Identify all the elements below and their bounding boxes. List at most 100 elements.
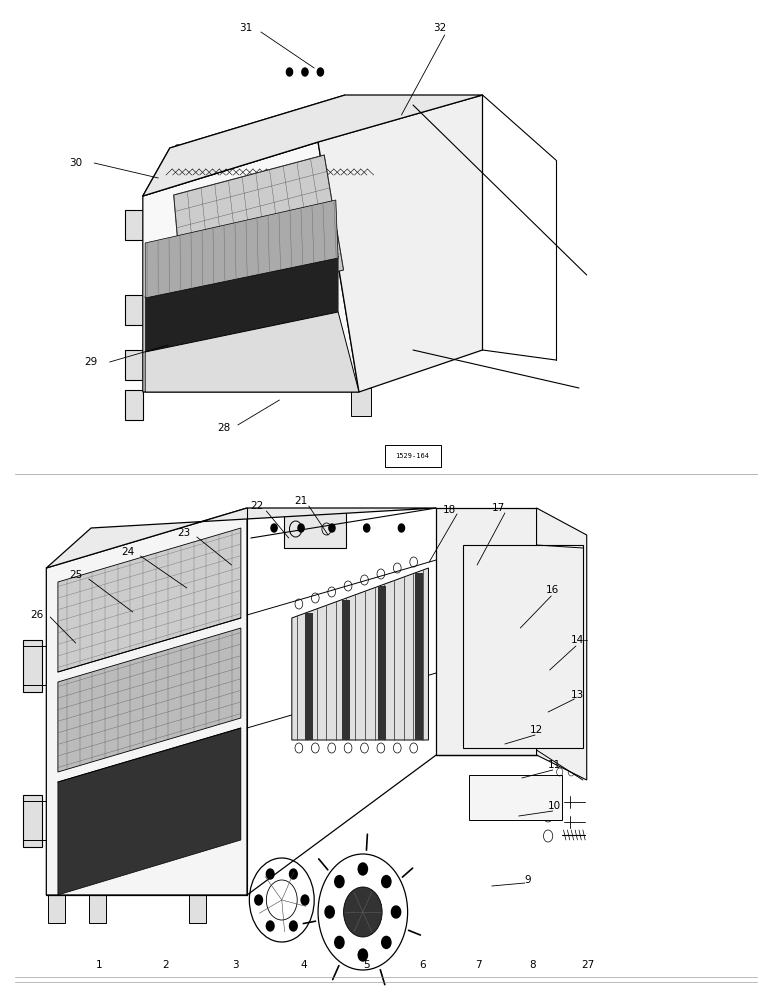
FancyBboxPatch shape [442,159,478,221]
Circle shape [381,216,388,224]
Circle shape [329,524,335,532]
Polygon shape [58,528,241,672]
Text: 29: 29 [84,357,98,367]
Polygon shape [143,95,482,196]
Text: 18: 18 [442,505,456,515]
Circle shape [290,921,297,931]
Text: 24: 24 [120,547,134,557]
Bar [168,255,176,275]
Polygon shape [537,508,587,780]
Polygon shape [292,568,428,740]
Bar [394,195,432,213]
Bar [394,255,432,273]
Circle shape [381,936,391,948]
Circle shape [175,145,180,151]
Polygon shape [378,586,386,740]
Polygon shape [143,142,359,392]
Bar [127,648,175,678]
Polygon shape [145,312,359,392]
Circle shape [391,196,397,204]
Text: 5: 5 [364,960,370,970]
Circle shape [335,876,344,888]
Bar [125,295,143,325]
Circle shape [271,524,277,532]
Circle shape [381,156,388,164]
Circle shape [330,145,334,151]
Circle shape [206,145,211,151]
Text: 10: 10 [547,801,561,811]
Circle shape [344,887,382,937]
Circle shape [286,68,293,76]
Text: 1: 1 [96,960,102,970]
Circle shape [302,68,308,76]
Text: 11: 11 [547,760,561,770]
Circle shape [381,876,391,888]
Circle shape [237,145,242,151]
Bar [48,875,65,923]
Text: 14: 14 [571,635,584,645]
Polygon shape [306,613,313,740]
Bar [89,875,106,923]
FancyBboxPatch shape [345,265,376,325]
Circle shape [266,869,274,879]
Bar [127,696,175,726]
Circle shape [364,524,370,532]
Circle shape [391,176,397,184]
Circle shape [298,524,304,532]
Text: 3: 3 [232,960,239,970]
Bar [125,210,143,240]
Circle shape [317,68,323,76]
Circle shape [391,906,401,918]
Circle shape [266,921,274,931]
Bar [394,165,432,183]
Text: 26: 26 [30,610,44,620]
Text: 9: 9 [525,875,531,885]
Polygon shape [174,155,344,310]
Circle shape [391,216,397,224]
Circle shape [255,895,262,905]
Text: 27: 27 [581,960,595,970]
Circle shape [381,196,388,204]
Text: 23: 23 [177,528,191,538]
Text: 13: 13 [571,690,584,700]
Polygon shape [58,628,241,772]
Polygon shape [463,545,583,748]
Circle shape [391,156,397,164]
Polygon shape [318,95,482,392]
Circle shape [381,176,388,184]
Bar [189,875,206,923]
Circle shape [268,145,273,151]
Text: 12: 12 [530,725,543,735]
Text: 8: 8 [530,960,536,970]
FancyBboxPatch shape [67,762,107,828]
Circle shape [325,906,334,918]
Bar [469,775,562,820]
Circle shape [358,863,367,875]
Text: 1529-164: 1529-164 [395,453,429,459]
Polygon shape [342,600,350,740]
Bar [125,350,143,380]
Text: 28: 28 [217,423,231,433]
Circle shape [335,936,344,948]
FancyBboxPatch shape [385,445,441,467]
Text: 31: 31 [239,23,252,33]
Text: 25: 25 [69,570,83,580]
Bar [23,640,42,692]
Circle shape [358,949,367,961]
Text: 16: 16 [546,585,560,595]
Text: 6: 6 [420,960,426,970]
Text: 21: 21 [294,496,308,506]
Bar [284,510,346,548]
Bar [127,600,175,630]
Polygon shape [46,508,247,895]
Polygon shape [143,95,345,196]
Polygon shape [415,573,422,740]
Bar [394,225,432,243]
Polygon shape [145,200,338,298]
Polygon shape [436,508,537,755]
Polygon shape [145,256,338,352]
Text: 2: 2 [163,960,169,970]
Bar [125,390,143,420]
Text: 22: 22 [250,501,264,511]
Text: 32: 32 [433,23,447,33]
